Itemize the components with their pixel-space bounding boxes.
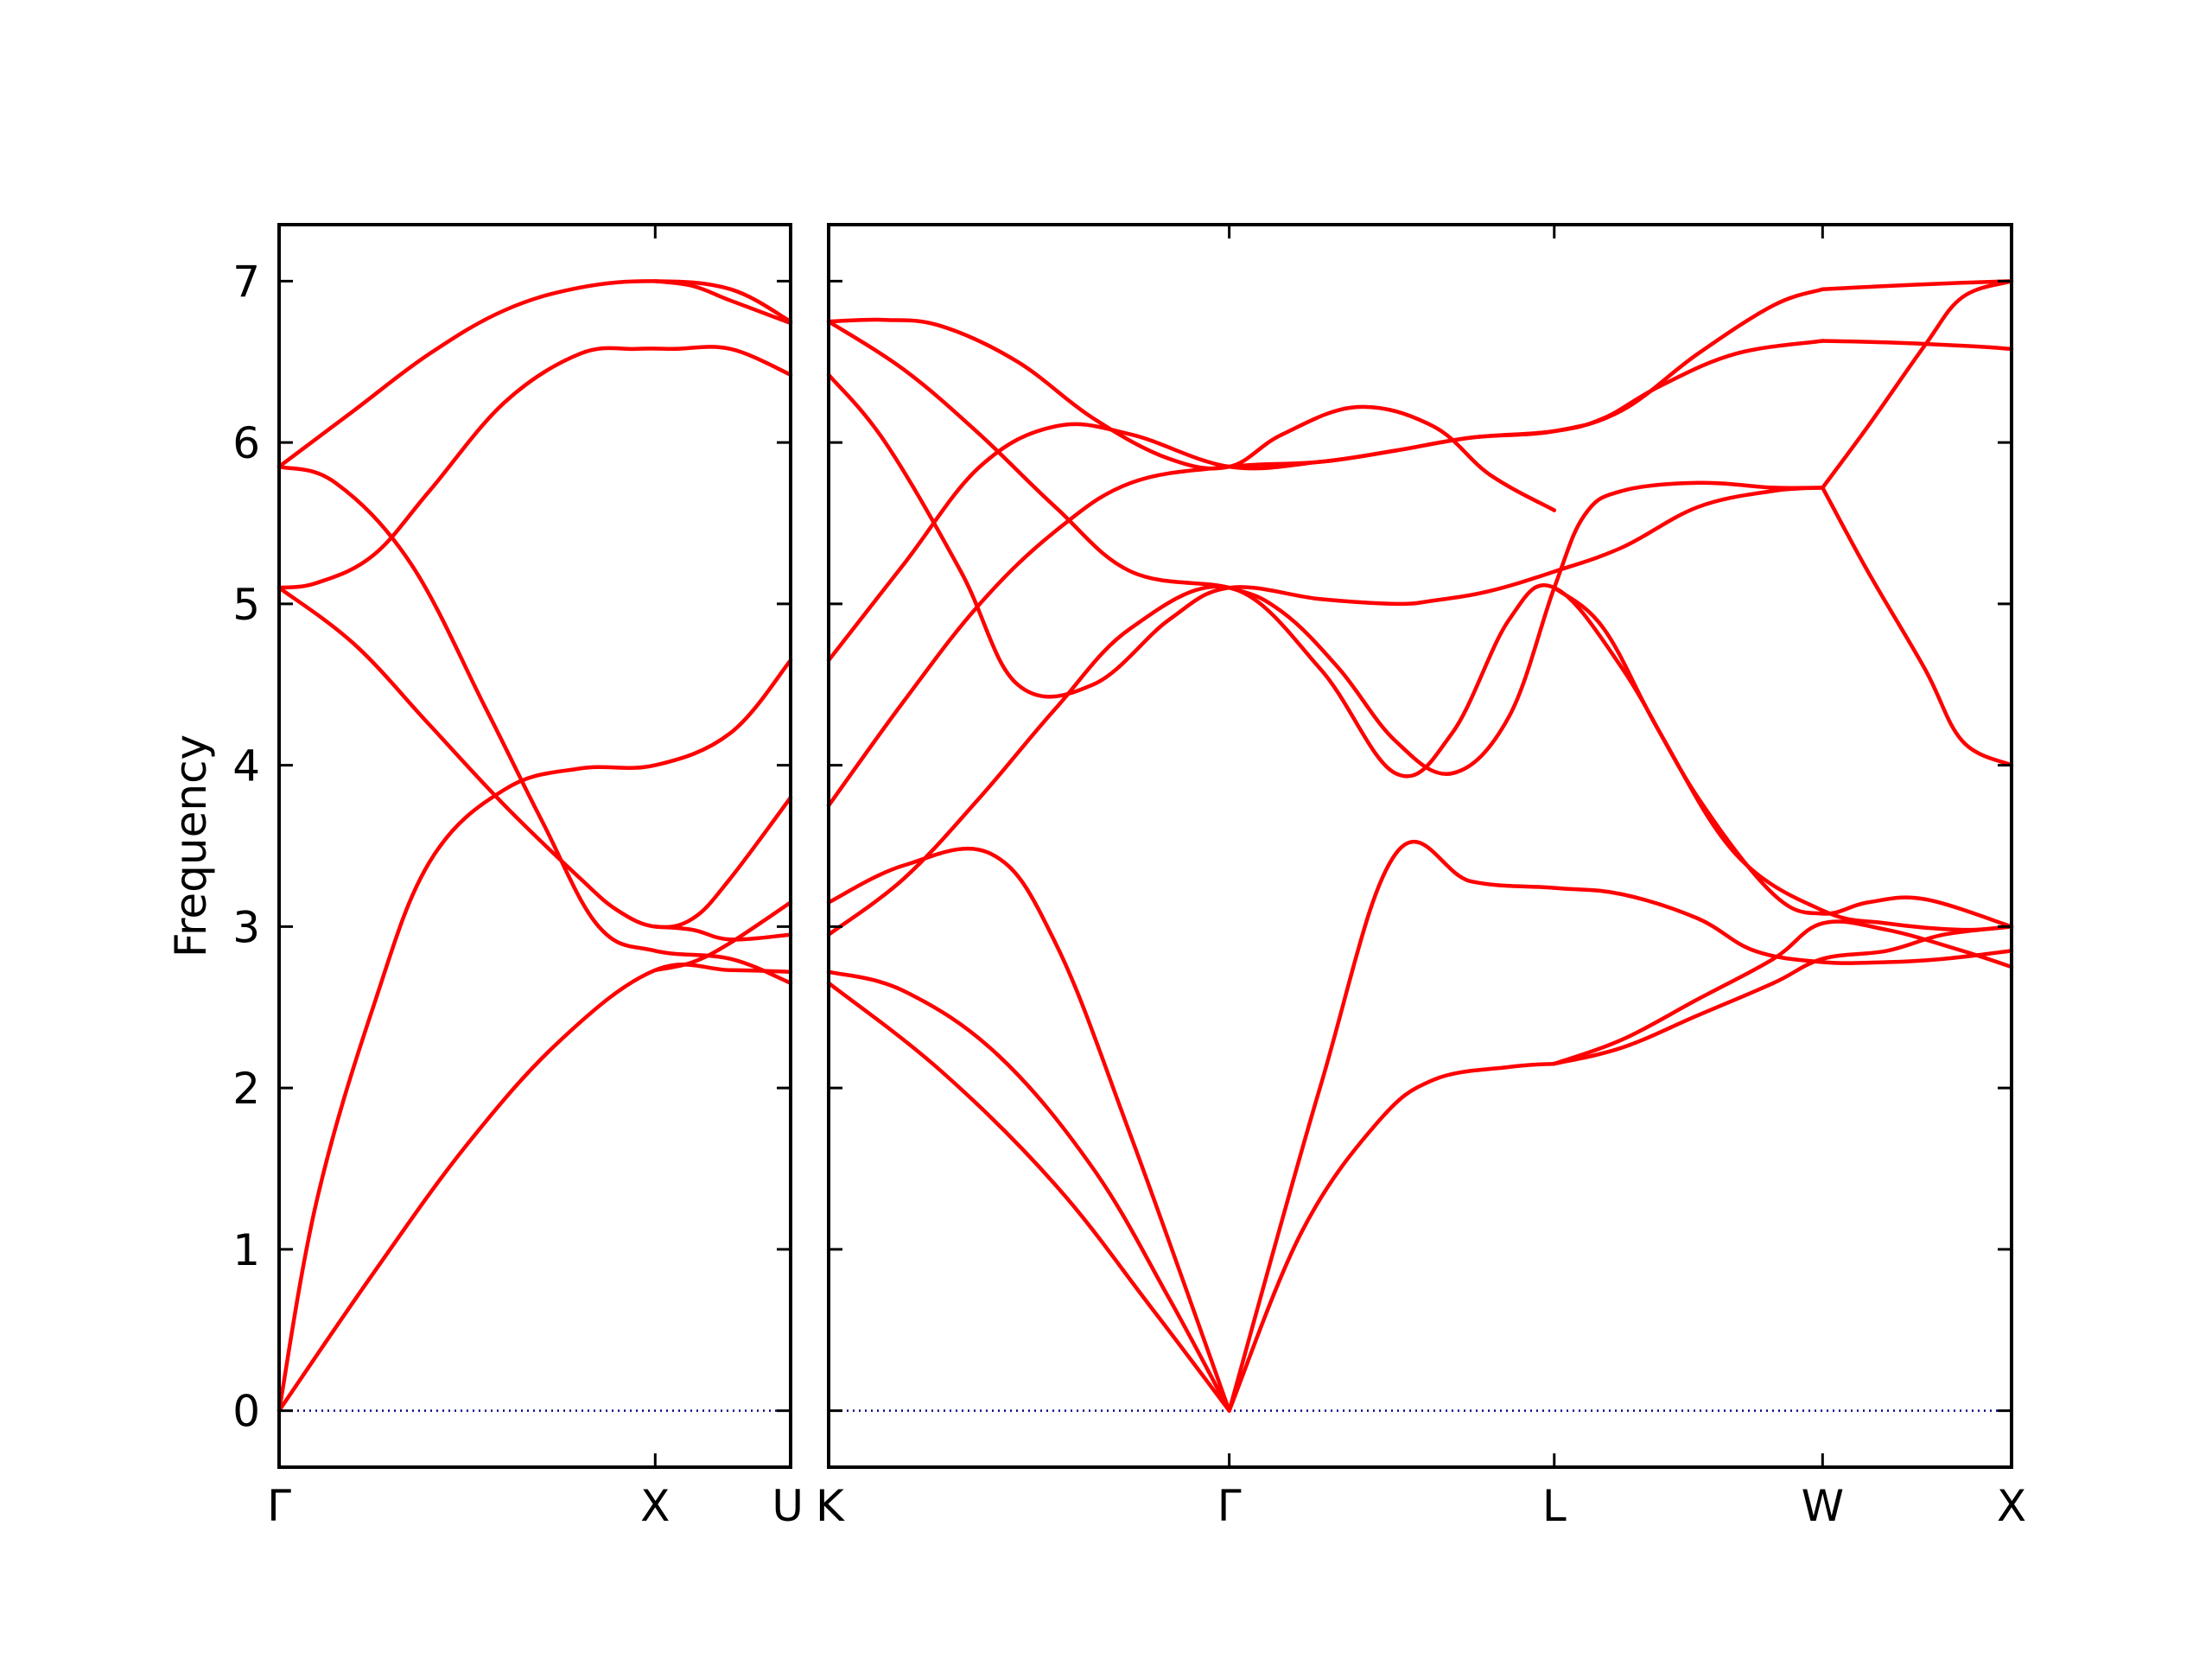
band-line-3 [276,464,793,985]
x-tick-label: U [772,1481,804,1531]
y-tick-label: 0 [232,1387,260,1437]
y-tick-label: 6 [232,418,260,468]
band-line-9 [826,339,1825,808]
y-tick-label: 3 [232,902,260,952]
band-line-15 [1821,486,2014,767]
band-line-4 [1227,839,2014,1413]
y-axis-label: Frequency [166,734,216,957]
y-tick-label: 4 [232,741,260,791]
y-tick-label: 7 [232,257,260,307]
band-line-8 [1552,585,2014,932]
band-line-16 [1821,279,2014,490]
x-tick-label: Γ [267,1481,291,1531]
band-line-1 [826,969,1231,1413]
band-line-7 [826,583,2014,937]
band-line-2 [276,585,793,930]
band-line-6 [1552,919,2014,1066]
axes-frame [277,223,792,1469]
y-tick-label: 1 [232,1225,260,1275]
band-line-10 [1821,339,2014,352]
panel-gamma-x-u: 0 1 2 3 4 5 6 7 Γ X U [232,223,804,1531]
y-tick-label: 5 [232,580,260,630]
band-line-0 [826,981,1231,1413]
band-line-13 [826,372,1825,699]
band-line-8 [653,925,793,942]
band-line-4 [276,345,793,590]
band-line-6 [653,279,793,326]
x-tick-label: W [1802,1481,1844,1531]
band-line-7 [653,900,793,973]
band-line-2 [826,846,1231,1413]
band-line-12 [1821,279,2014,291]
band-line-3 [1227,1061,1557,1413]
x-tick-label: Γ [1217,1481,1242,1531]
band-line-5 [276,279,793,469]
band-line-14 [826,319,1825,776]
axes-frame [827,223,2013,1469]
x-tick-label: K [816,1481,845,1531]
x-tick-label: X [640,1481,670,1531]
band-line-1 [276,658,793,1413]
x-tick-label: X [1997,1481,2026,1531]
band-line-11 [826,287,1825,663]
x-tick-label: L [1542,1481,1567,1531]
y-tick-label: 2 [232,1064,260,1114]
band-line-5 [1552,925,2014,1066]
band-line-17 [826,317,1557,512]
band-line-0 [276,963,793,1413]
